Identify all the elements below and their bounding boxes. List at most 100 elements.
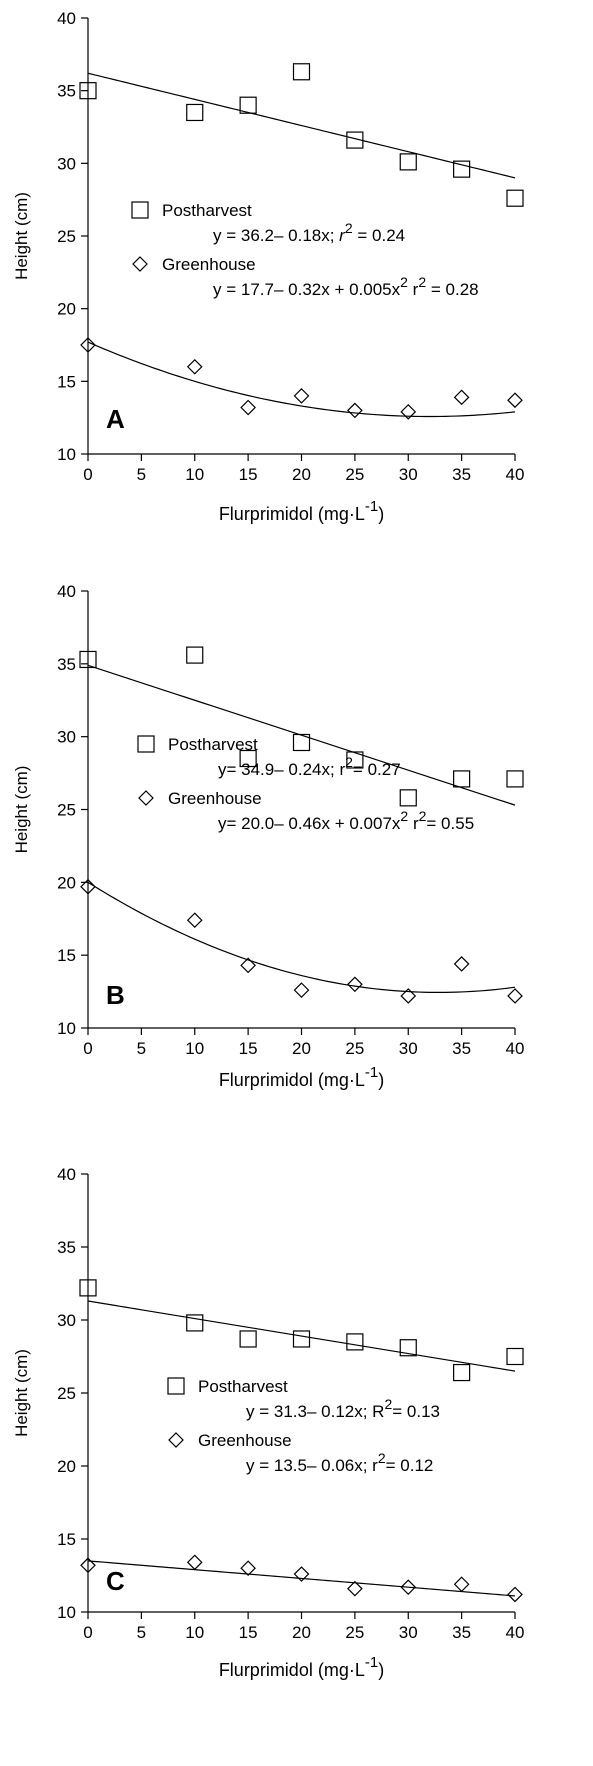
equation-main: y= 20.0– 0.46x + 0.007x: [218, 814, 401, 833]
greenhouse-point: [400, 404, 417, 420]
y-tick-label: 20: [57, 1457, 76, 1476]
y-axis-label: Height (cm): [12, 192, 31, 280]
equation-main: y = 17.7– 0.32x + 0.005x: [213, 280, 401, 299]
equation-tail: = 0.12: [386, 1456, 434, 1475]
x-tick-label: 5: [137, 1623, 146, 1642]
y-tick-label: 35: [57, 82, 76, 101]
legend-label-postharvest: Postharvest: [198, 1377, 288, 1396]
postharvest-fit-line: [87, 1300, 516, 1372]
x-tick-label: 25: [345, 465, 364, 484]
greenhouse-point: [507, 392, 523, 409]
equation-tail: = 0.55: [426, 814, 474, 833]
equation-tail: = 0.28: [426, 280, 478, 299]
greenhouse-point: [347, 1580, 363, 1597]
greenhouse-point: [240, 1560, 256, 1577]
x-tick-label: 0: [83, 1623, 92, 1642]
x-tick-label: 35: [452, 1039, 471, 1058]
x-axis-label-main: Flurprimidol (mg·L: [219, 1660, 365, 1680]
postharvest-point: [346, 1333, 364, 1351]
x-tick-label: 30: [399, 1623, 418, 1642]
x-tick-label: 40: [506, 1623, 525, 1642]
x-axis-label-sup: -1: [365, 1064, 378, 1081]
x-tick-label: 40: [506, 465, 525, 484]
panel-label: A: [106, 404, 125, 434]
x-axis-label-main: Flurprimidol (mg·L: [219, 504, 365, 524]
greenhouse-point: [186, 358, 203, 375]
postharvest-point: [399, 789, 417, 807]
greenhouse-point: [453, 956, 470, 972]
greenhouse-fit-line: [87, 881, 516, 994]
greenhouse-point: [507, 988, 523, 1004]
postharvest-equation: y = 36.2– 0.18x; r2 = 0.24: [213, 220, 405, 245]
x-tick-label: 10: [185, 1039, 204, 1058]
postharvest-point: [292, 1330, 311, 1348]
greenhouse-point: [293, 982, 310, 998]
y-tick-label: 35: [57, 1238, 76, 1257]
x-tick-label: 10: [185, 465, 204, 484]
x-tick-label: 15: [239, 1039, 258, 1058]
y-tick-label: 10: [57, 1019, 76, 1038]
y-tick-label: 20: [57, 300, 76, 319]
legend-diamond-marker: [138, 790, 154, 806]
greenhouse-equation: y = 13.5– 0.06x; r2= 0.12: [246, 1450, 433, 1475]
postharvest-point: [506, 770, 524, 788]
greenhouse-equation: y = 17.7– 0.32x + 0.005x2 r2 = 0.28: [213, 274, 479, 299]
x-tick-label: 30: [399, 1039, 418, 1058]
x-axis-label: Flurprimidol (mg·L-1): [219, 1064, 384, 1090]
greenhouse-point: [347, 976, 363, 993]
equation-sup: 2: [400, 274, 408, 290]
greenhouse-fit-line: [87, 341, 516, 418]
y-tick-label: 15: [57, 1530, 76, 1549]
equation-tail: = 0.13: [392, 1402, 440, 1421]
x-tick-label: 35: [452, 1623, 471, 1642]
equation-sup2: 2: [418, 274, 426, 290]
greenhouse-point: [293, 1566, 310, 1582]
greenhouse-point: [400, 1579, 417, 1596]
postharvest-point: [292, 63, 311, 81]
panel-label: C: [106, 1566, 125, 1596]
postharvest-point: [506, 189, 524, 207]
greenhouse-point: [186, 912, 203, 929]
x-tick-label: 5: [137, 465, 146, 484]
postharvest-point: [399, 1339, 417, 1357]
postharvest-point: [79, 82, 97, 100]
y-tick-label: 10: [57, 445, 76, 464]
legend-label-greenhouse: Greenhouse: [168, 789, 262, 808]
equation-sup: 2: [345, 220, 353, 236]
x-tick-label: 0: [83, 1039, 92, 1058]
equation-main: y = 13.5– 0.06x; r: [246, 1456, 378, 1475]
postharvest-point: [506, 1347, 524, 1366]
postharvest-point: [79, 650, 97, 669]
y-tick-label: 10: [57, 1603, 76, 1622]
postharvest-point: [399, 153, 417, 171]
equation-main: y = 31.3– 0.12x; R: [246, 1402, 384, 1421]
legend-square-marker: [131, 201, 149, 219]
legend-label-greenhouse: Greenhouse: [198, 1431, 292, 1450]
x-tick-label: 25: [345, 1039, 364, 1058]
postharvest-equation: y= 34.9– 0.24x; r2= 0.27: [218, 754, 401, 779]
legend-diamond-marker: [168, 1432, 184, 1448]
y-tick-label: 30: [57, 154, 76, 173]
equation-r: r: [339, 226, 346, 245]
x-axis-label-main: Flurprimidol (mg·L: [219, 1070, 365, 1090]
x-axis-label-sup: -1: [365, 1654, 378, 1671]
equation-main: y= 34.9– 0.24x; r: [218, 760, 345, 779]
x-tick-label: 20: [292, 1623, 311, 1642]
greenhouse-point: [507, 1586, 523, 1603]
equation-sup: 2: [345, 754, 353, 770]
x-tick-label: 35: [452, 465, 471, 484]
greenhouse-point: [80, 337, 96, 353]
greenhouse-point: [453, 1576, 470, 1593]
x-tick-label: 30: [399, 465, 418, 484]
x-tick-label: 40: [506, 1039, 525, 1058]
x-tick-label: 15: [239, 465, 258, 484]
x-tick-label: 20: [292, 465, 311, 484]
panel-label: B: [106, 980, 125, 1010]
x-tick-label: 5: [137, 1039, 146, 1058]
postharvest-point: [346, 131, 364, 149]
x-tick-label: 0: [83, 465, 92, 484]
y-axis-label: Height (cm): [12, 766, 31, 854]
x-axis-label-close: ): [378, 1660, 384, 1680]
postharvest-point: [346, 751, 364, 769]
